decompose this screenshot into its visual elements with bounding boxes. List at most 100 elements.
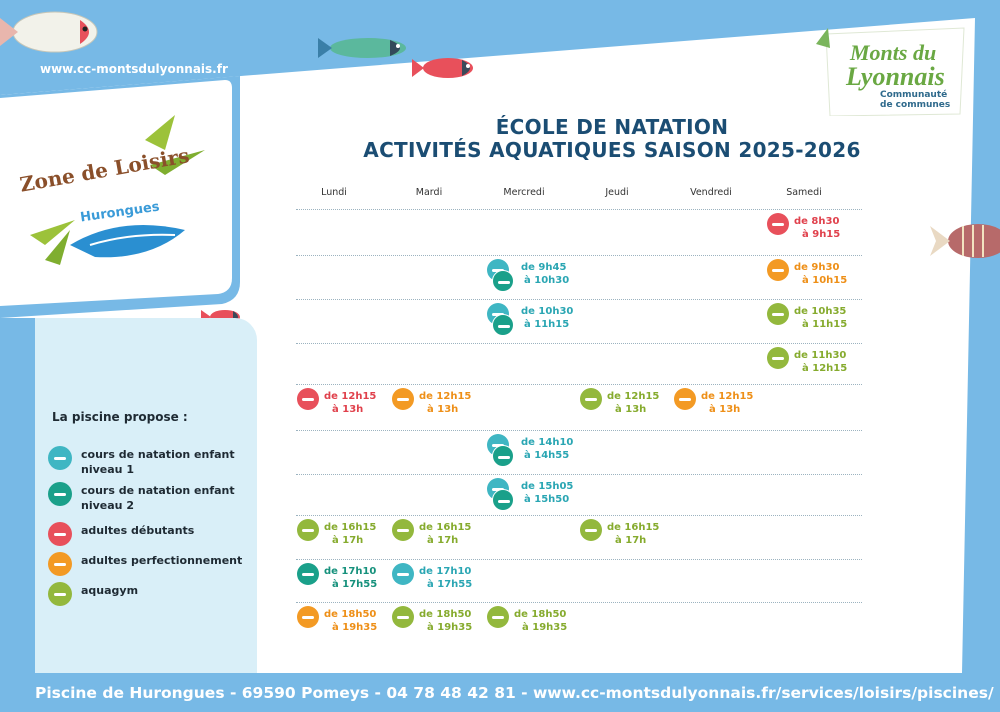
schedule-slot: de 10h35 à 11h15: [767, 301, 857, 339]
logo-line1: Monts du: [850, 40, 937, 65]
slot-end-time: à 15h50: [524, 494, 570, 505]
aquagym-icon: [297, 519, 319, 541]
child-swimmer-icon: [392, 563, 414, 585]
slot-end-time: à 13h: [427, 404, 459, 415]
aquagym-icon: [580, 519, 602, 541]
legend-line2: niveau 2: [81, 499, 134, 512]
child-swimmer-icon: [48, 482, 72, 506]
slot-end-time: à 13h: [709, 404, 741, 415]
aquagym-icon: [767, 347, 789, 369]
schedule-slot: de 14h10 à 14h55: [487, 432, 577, 470]
slot-end-time: à 17h: [615, 535, 647, 546]
zone-de-loisirs-logo: Zone de Loisirs Hurongues: [0, 95, 240, 305]
legend-item-label: adultes débutants: [81, 523, 194, 538]
adult-swimmer-icon: [48, 522, 72, 546]
website-url[interactable]: www.cc-montsdulyonnais.fr: [40, 62, 228, 76]
aquagym-icon: [767, 303, 789, 325]
slot-start-time: de 18h50: [324, 609, 377, 620]
slot-start-time: de 16h15: [607, 522, 660, 533]
legend-item-label: adultes perfectionnement: [81, 553, 242, 568]
fish-illustration: [412, 58, 473, 78]
schedule-slot: de 12h15 à 13h: [674, 386, 764, 424]
adult-swimmer-icon: [297, 388, 319, 410]
schedule-slot: de 12h15 à 13h: [297, 386, 387, 424]
row-divider: [296, 384, 862, 385]
aquagym-icon: [392, 606, 414, 628]
schedule-slot: de 18h50 à 19h35: [487, 604, 577, 642]
child-swimmer-icon: [492, 314, 514, 336]
schedule-slot: de 12h15 à 13h: [580, 386, 670, 424]
schedule-slot: de 15h05 à 15h50: [487, 476, 577, 514]
schedule-area: ÉCOLE DE NATATION ACTIVITÉS AQUATIQUES S…: [262, 95, 962, 673]
slot-end-time: à 17h: [427, 535, 459, 546]
slot-start-time: de 12h15: [324, 391, 377, 402]
footer-contact: Piscine de Hurongues - 69590 Pomeys - 04…: [35, 684, 994, 702]
schedule-slot: de 10h30 à 11h15: [487, 301, 577, 339]
schedule-slot: de 12h15 à 13h: [392, 386, 482, 424]
day-header-jeudi: Jeudi: [605, 187, 629, 198]
slot-end-time: à 10h30: [524, 275, 570, 286]
schedule-slot: de 17h10 à 17h55: [392, 561, 482, 599]
day-header-lundi: Lundi: [321, 187, 347, 198]
slot-end-time: à 11h15: [802, 319, 848, 330]
aquagym-icon: [392, 519, 414, 541]
schedule-slot: de 18h50 à 19h35: [297, 604, 387, 642]
legend-line1: cours de natation enfant: [81, 448, 235, 461]
slot-start-time: de 12h15: [607, 391, 660, 402]
adult-swimmer-icon: [392, 388, 414, 410]
slot-end-time: à 17h55: [332, 579, 378, 590]
logo-card-shape: [816, 27, 965, 116]
row-divider: [296, 602, 862, 603]
slot-start-time: de 17h10: [324, 566, 377, 577]
legend-item-debutants: adultes débutants: [48, 522, 248, 556]
slot-end-time: à 17h: [332, 535, 364, 546]
slot-end-time: à 14h55: [524, 450, 570, 461]
schedule-slot: de 9h30 à 10h15: [767, 257, 857, 295]
day-header-samedi: Samedi: [786, 187, 822, 198]
adult-swimmer-icon: [674, 388, 696, 410]
slot-start-time: de 18h50: [514, 609, 567, 620]
slot-start-time: de 12h15: [701, 391, 754, 402]
row-divider: [296, 515, 862, 516]
slot-end-time: à 13h: [332, 404, 364, 415]
legend-item-label: cours de natation enfant niveau 2: [81, 483, 235, 513]
row-divider: [296, 343, 862, 344]
slot-start-time: de 10h35: [794, 306, 847, 317]
adult-swimmer-icon: [767, 259, 789, 281]
row-divider: [296, 430, 862, 431]
slot-end-time: à 17h55: [427, 579, 473, 590]
logo-sub1: Communauté: [880, 90, 948, 100]
slot-start-time: de 16h15: [324, 522, 377, 533]
schedule-slot: de 18h50 à 19h35: [392, 604, 482, 642]
schedule-slot: de 16h15 à 17h: [580, 517, 670, 555]
schedule-slot: de 8h30 à 9h15: [767, 211, 857, 249]
legend-item-perfectionnement: adultes perfectionnement: [48, 552, 248, 586]
fish-illustration: [318, 38, 406, 58]
slot-start-time: de 10h30: [521, 306, 574, 317]
schedule-slot: de 16h15 à 17h: [392, 517, 482, 555]
child-swimmer-icon: [297, 563, 319, 585]
slot-start-time: de 17h10: [419, 566, 472, 577]
slot-end-time: à 9h15: [802, 229, 841, 240]
monts-du-lyonnais-logo[interactable]: Monts du Lyonnais Communauté de communes: [816, 26, 966, 116]
row-divider: [296, 559, 862, 560]
day-header-mardi: Mardi: [415, 187, 443, 198]
slot-start-time: de 12h15: [419, 391, 472, 402]
slot-start-time: de 14h10: [521, 437, 574, 448]
fish-illustration: [930, 224, 1000, 258]
legend-line1: adultes débutants: [81, 524, 195, 537]
legend-line1: aquagym: [81, 584, 139, 597]
adult-swimmer-icon: [297, 606, 319, 628]
legend-item-niveau1: cours de natation enfant niveau 1: [48, 446, 248, 480]
legend-item-niveau2: cours de natation enfant niveau 2: [48, 482, 248, 516]
legend-item-label: aquagym: [81, 583, 138, 598]
aquagym-icon: [580, 388, 602, 410]
schedule-slot: de 11h30 à 12h15: [767, 345, 857, 383]
slot-end-time: à 19h35: [522, 622, 568, 633]
legend-line1: adultes perfectionnement: [81, 554, 243, 567]
child-swimmer-icon: [492, 489, 514, 511]
slot-start-time: de 15h05: [521, 481, 574, 492]
aquagym-icon: [48, 582, 72, 606]
legend-item-label: cours de natation enfant niveau 1: [81, 447, 235, 477]
aquagym-icon: [487, 606, 509, 628]
